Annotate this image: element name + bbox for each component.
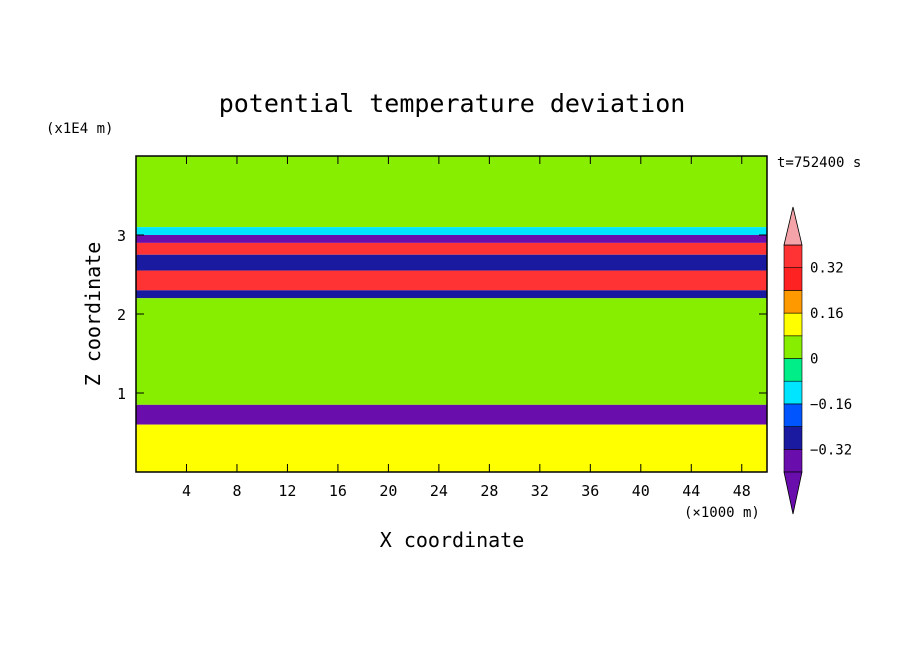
- y-tick-label: 3: [117, 227, 126, 245]
- field-band-7: [136, 298, 767, 405]
- x-unit-label: (×1000 m): [684, 505, 760, 521]
- colorbar-label: 0: [810, 352, 818, 368]
- colorbar-segment: [783, 244, 803, 269]
- x-tick-label: 20: [379, 482, 397, 500]
- field-band-5: [136, 270, 767, 291]
- colorbar-segment: [783, 267, 803, 291]
- y-unit-label: (x1E4 m): [46, 121, 113, 137]
- temperature-field: [136, 156, 767, 472]
- field-band-0: [136, 156, 767, 228]
- colorbar-extend-low: [783, 471, 803, 515]
- y-tick-label: 1: [117, 385, 126, 403]
- x-tick-label: 36: [581, 482, 599, 500]
- x-tick-label: 8: [232, 482, 241, 500]
- field-band-4: [136, 254, 767, 271]
- colorbar-segment: [783, 380, 803, 405]
- y-tick-label: 2: [117, 306, 126, 324]
- field-band-3: [136, 242, 767, 255]
- colorbar-label: −0.32: [810, 442, 852, 458]
- x-tick-label: 44: [682, 482, 700, 500]
- colorbar-extend-high: [783, 206, 803, 246]
- chart-title: potential temperature deviation: [219, 89, 686, 118]
- y-axis-label: Z coordinate: [81, 242, 105, 387]
- colorbar-segment: [783, 358, 803, 382]
- x-tick-label: 32: [531, 482, 549, 500]
- x-tick-label: 28: [480, 482, 498, 500]
- time-label: t=752400 s: [777, 155, 861, 171]
- field-band-8: [136, 404, 767, 425]
- plot-area: 4 8 12 16 20 24 28 32 36 40 44 48 123: [117, 155, 768, 500]
- x-tick-label: 24: [430, 482, 448, 500]
- y-axis: 1 2 3: [117, 227, 767, 403]
- colorbar: 0.32 0.16 0 −0.16 −0.32: [783, 206, 852, 515]
- field-band-6: [136, 290, 767, 299]
- colorbar-segment: [783, 403, 803, 427]
- x-tick-label: 40: [632, 482, 650, 500]
- colorbar-label: 0.32: [810, 261, 844, 277]
- colorbar-segment: [783, 426, 803, 450]
- colorbar-segment: [783, 290, 803, 314]
- x-axis-label: X coordinate: [380, 528, 525, 552]
- x-tick-label: 16: [329, 482, 347, 500]
- colorbar-segment: [783, 312, 803, 337]
- x-tick-label: 48: [733, 482, 751, 500]
- x-axis: 4 8 12 16 20 24 28 32 36 40 44 48: [182, 156, 751, 500]
- colorbar-label: 0.16: [810, 306, 844, 322]
- colorbar-segment: [783, 448, 803, 473]
- x-tick-label: 12: [278, 482, 296, 500]
- colorbar-segment: [783, 335, 803, 359]
- field-band-1: [136, 227, 767, 235]
- field-band-2: [136, 235, 767, 243]
- colorbar-label: −0.16: [810, 397, 852, 413]
- x-tick-label: 4: [182, 482, 191, 500]
- field-band-9: [136, 424, 767, 472]
